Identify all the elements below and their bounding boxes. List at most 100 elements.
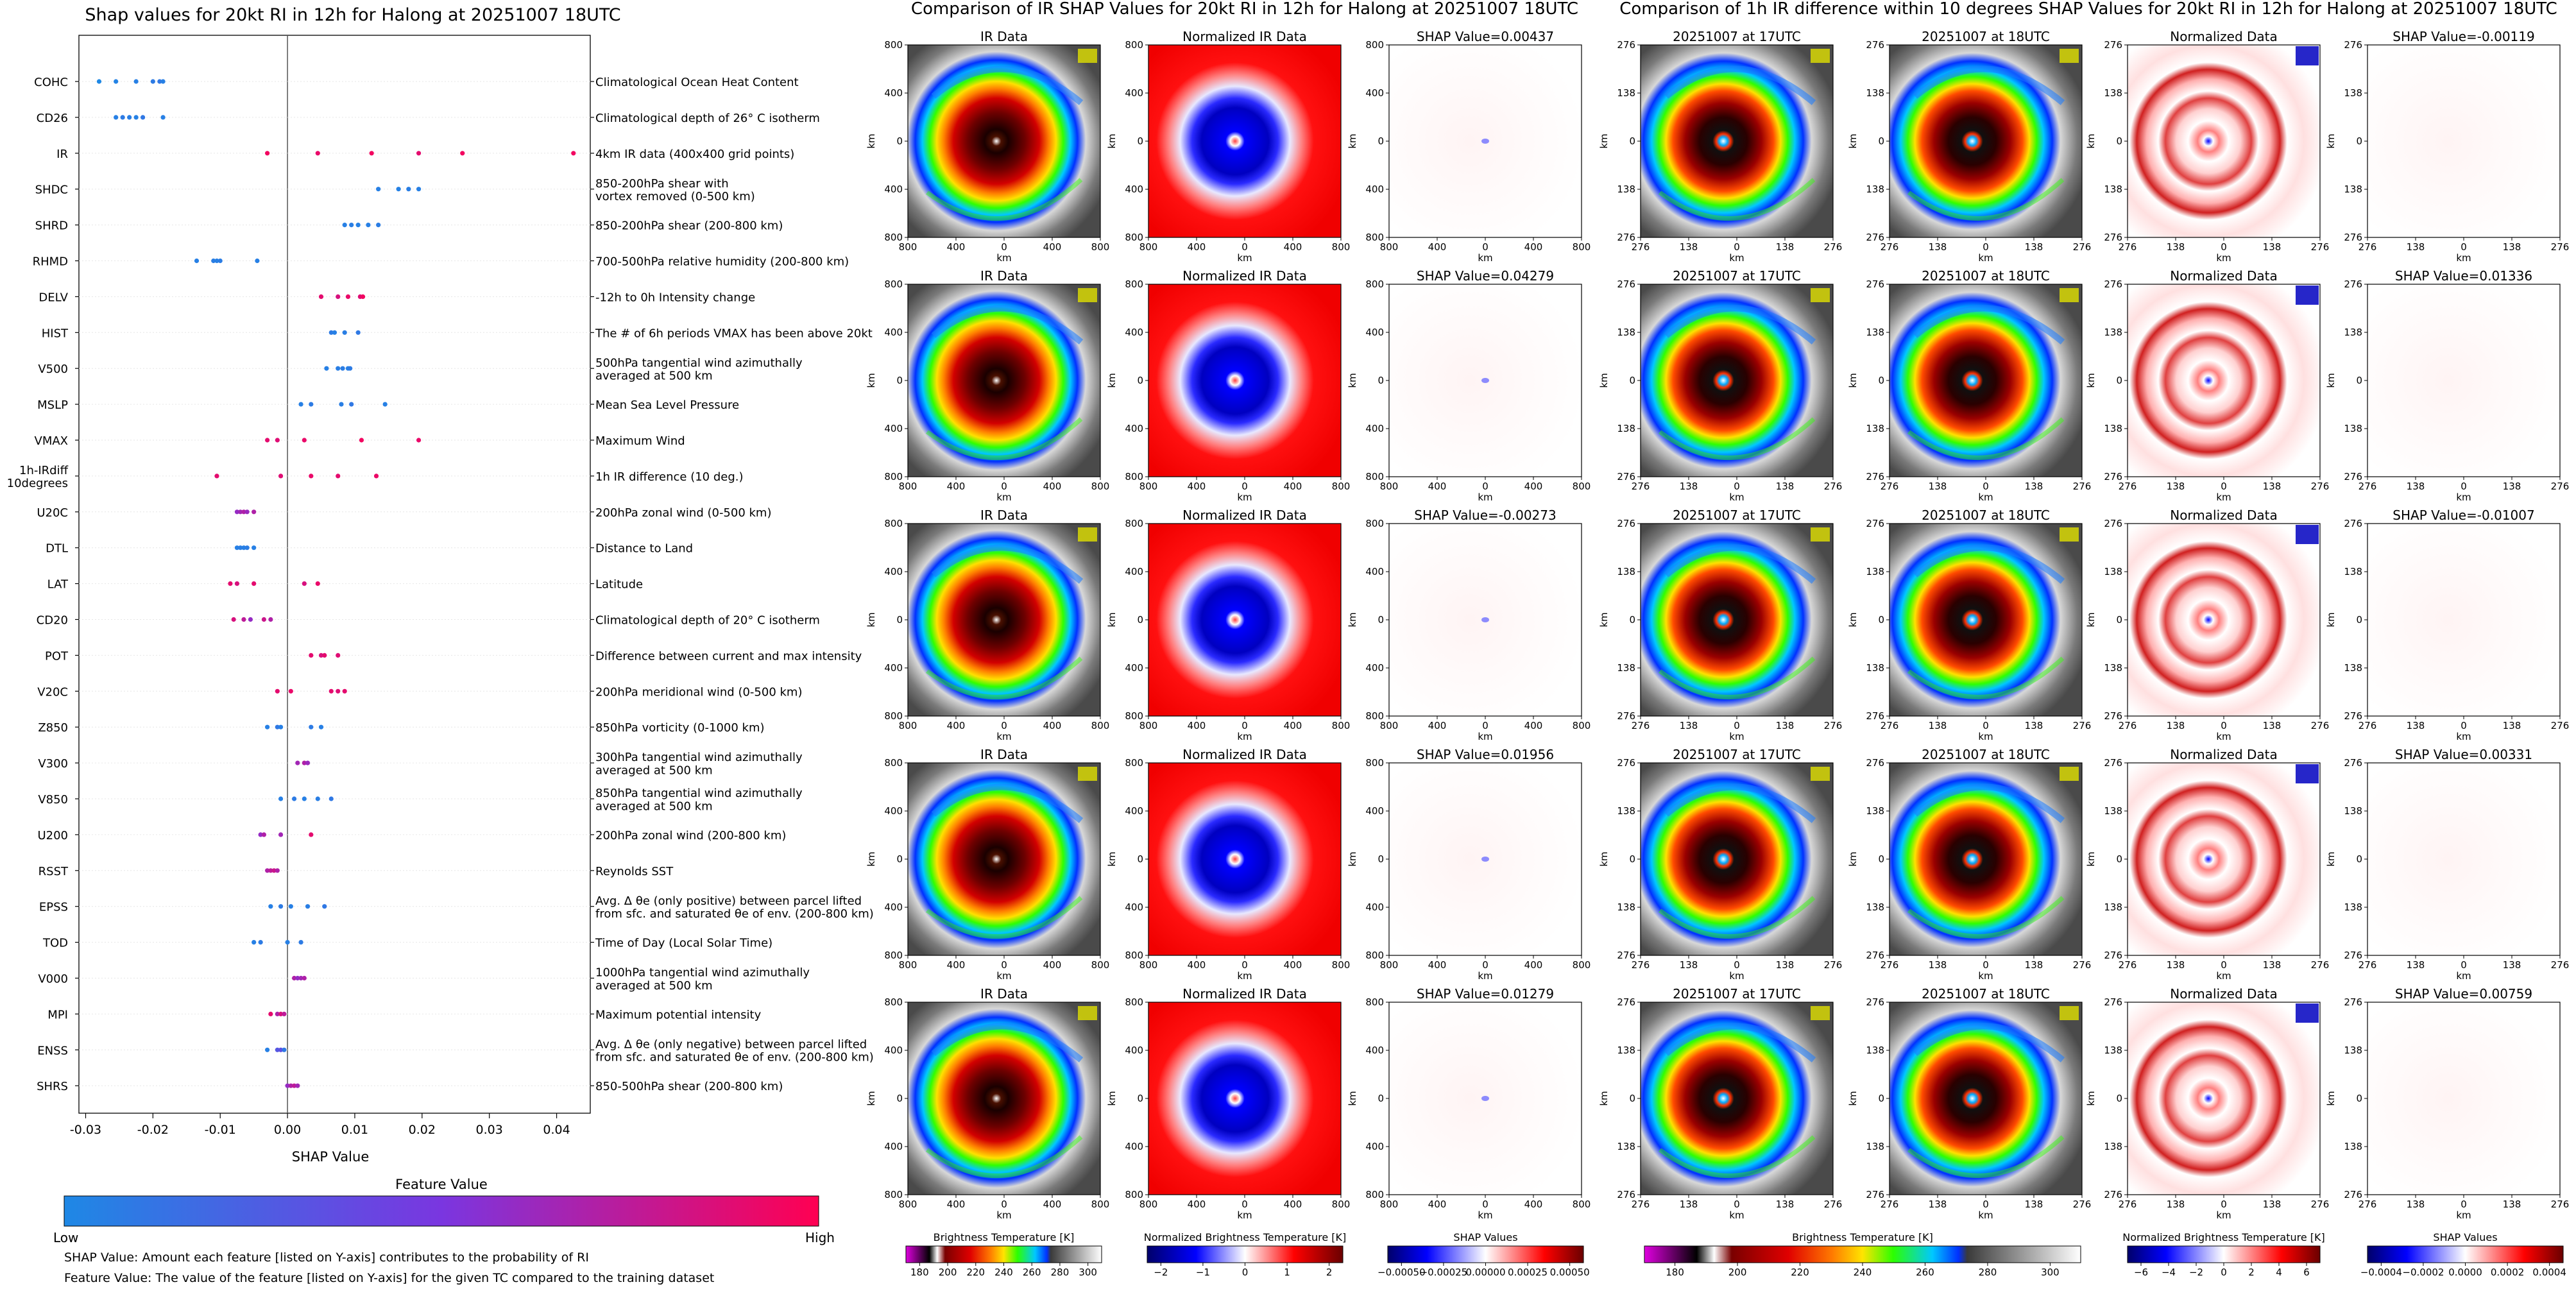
y-tick-label: 276 [1866, 518, 1884, 529]
shap-point [332, 330, 337, 335]
y-tick-label: 800 [1365, 950, 1384, 961]
x-axis-label: km [2456, 1209, 2471, 1221]
y-axis-label: km [866, 612, 877, 627]
shap-point [339, 402, 344, 407]
shap-map-image [2367, 284, 2560, 477]
shap-point [268, 904, 273, 909]
x-tick-label: 400 [1284, 481, 1302, 492]
colorbar-tick-label: 0.0000 [2448, 1267, 2482, 1278]
y-tick-label: 400 [1125, 662, 1143, 674]
feature-description-label: Difference between current and max inten… [595, 649, 862, 663]
x-tick-label: 138 [2025, 1199, 2043, 1210]
y-tick-label: 0 [1378, 1093, 1384, 1104]
y-tick-label: 0 [1378, 375, 1384, 386]
shap-point [265, 151, 270, 156]
feature-description-label: Distance to Land [595, 542, 693, 556]
x-tick-label: 800 [1091, 241, 1110, 253]
x-axis-label: km [1478, 731, 1492, 742]
x-axis-label: km [2216, 491, 2231, 503]
shap-point [355, 223, 361, 228]
y-tick-label: 400 [1125, 327, 1143, 338]
subplot-title: SHAP Value=0.00759 [2395, 986, 2532, 1002]
shap-map-image [1389, 524, 1582, 716]
shap-point [309, 474, 314, 479]
x-tick-label: 0.01 [341, 1123, 368, 1137]
y-tick-label: 400 [884, 327, 903, 338]
colorbar-low-label: Low [53, 1230, 78, 1245]
shap-point [288, 904, 293, 909]
x-tick-label: 138 [1929, 959, 1947, 971]
y-tick-label: 400 [1365, 327, 1384, 338]
shap-map-image [2367, 45, 2560, 237]
y-tick-label: 0 [1878, 375, 1884, 386]
x-tick-label: 800 [1573, 241, 1591, 253]
y-tick-label: 276 [2104, 757, 2122, 769]
y-tick-label: 400 [884, 1141, 903, 1152]
y-tick-label: 276 [2104, 996, 2122, 1008]
feature-description-label: Mean Sea Level Pressure [595, 398, 739, 412]
y-axis-label: km [866, 373, 877, 388]
x-tick-label: 0 [1001, 720, 1007, 731]
feature-description-label: Climatological depth of 20° C isotherm [595, 614, 820, 627]
feature-description-label: Latitude [595, 578, 643, 592]
x-tick-label: -0.03 [70, 1123, 101, 1137]
x-tick-label: 0 [1482, 241, 1488, 253]
x-tick-label: 800 [1091, 720, 1110, 731]
y-tick-label: 800 [1125, 757, 1143, 769]
y-tick-label: 276 [1617, 1189, 1635, 1200]
x-tick-label: 0 [1241, 720, 1248, 731]
y-tick-label: 0 [1878, 853, 1884, 865]
shap-point [288, 1083, 293, 1088]
x-tick-label: 276 [2551, 1199, 2570, 1210]
x-tick-label: 138 [2503, 720, 2521, 731]
y-tick-label: 400 [1365, 87, 1384, 99]
y-tick-label: 800 [884, 996, 903, 1008]
x-tick-label: 800 [1139, 241, 1158, 253]
x-tick-label: 276 [1632, 1199, 1650, 1210]
feature-name-label: Z850 [38, 721, 68, 735]
irdiff-shap-comparison-panel: Comparison of 1h IR difference within 10… [1598, 0, 2569, 1221]
feature-name-labels: COHC CD26 IR SHDC SHRD RHMD DELV HIST V500 MSLP VM… [7, 76, 69, 1093]
x-tick-label: 800 [899, 959, 917, 971]
shap-point [369, 151, 374, 156]
shap-point [268, 617, 273, 622]
x-tick-label: 138 [1929, 241, 1947, 253]
x-tick-label: 0 [1734, 481, 1740, 492]
feature-description-label: 850-500hPa shear (200-800 km) [595, 1080, 783, 1093]
y-tick-label: 276 [1617, 757, 1635, 769]
x-tick-label: 138 [2407, 481, 2425, 492]
shap-point [252, 940, 257, 945]
x-axis-label: km [1729, 970, 1744, 982]
x-tick-label: -0.01 [205, 1123, 236, 1137]
y-tick-label: 0 [2356, 1093, 2362, 1104]
ir-data-image [908, 524, 1100, 716]
y-tick-label: 138 [1866, 566, 1884, 577]
y-tick-label: 276 [2104, 518, 2122, 529]
x-axis-label: km [1729, 731, 1744, 742]
shap-point [160, 79, 166, 84]
x-tick-label: 276 [1824, 241, 1843, 253]
y-tick-label: 138 [2104, 184, 2122, 195]
ir-comparison-title: Comparison of IR SHAP Values for 20kt RI… [911, 0, 1578, 19]
feature-name-label: SHRD [35, 219, 68, 233]
subplot-title: 20251007 at 17UTC [1673, 29, 1801, 44]
shap-point [322, 653, 327, 658]
subplot-title: 20251007 at 17UTC [1673, 747, 1801, 762]
x-tick-label: 276 [1881, 1199, 1899, 1210]
shap-point [261, 832, 266, 837]
x-tick-label: 276 [2073, 1199, 2092, 1210]
shap-point [278, 1011, 284, 1016]
subplot-title: Normalized Data [2170, 508, 2278, 523]
x-tick-label: 276 [2119, 720, 2137, 731]
colorbar-title: Feature Value [395, 1177, 488, 1192]
y-tick-label: 138 [2104, 327, 2122, 338]
feature-name-label: SHDC [35, 184, 68, 197]
y-tick-label: 400 [1365, 566, 1384, 577]
shap-point [268, 868, 273, 873]
shap-point [376, 223, 381, 228]
x-tick-label: 800 [1332, 241, 1351, 253]
x-axis-label: km [1237, 731, 1252, 742]
subplot-title: 20251007 at 17UTC [1673, 268, 1801, 284]
feature-description-label: 500hPa tangential wind azimuthally averag… [595, 356, 803, 382]
feature-description-label: 300hPa tangential wind azimuthally averag… [595, 751, 803, 777]
